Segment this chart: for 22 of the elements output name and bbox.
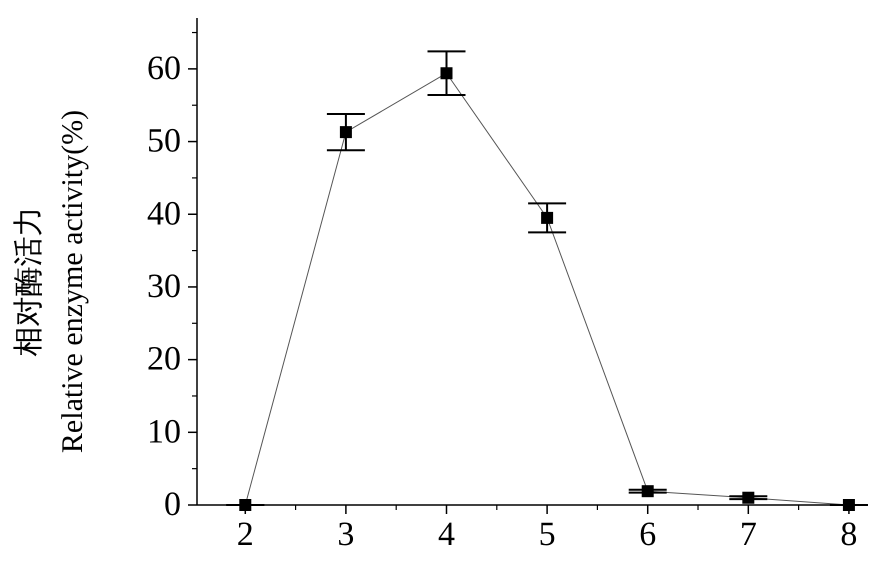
x-tick-label: 4 xyxy=(438,516,455,553)
x-tick-label: 3 xyxy=(337,516,354,553)
y-tick-label: 50 xyxy=(147,122,181,160)
point xyxy=(340,126,352,138)
x-tick-label: 2 xyxy=(236,516,254,553)
y-tick-label: 20 xyxy=(147,340,181,378)
y-tick-label: 0 xyxy=(164,486,181,523)
x-tick-label: 6 xyxy=(639,516,656,553)
point xyxy=(239,499,252,511)
point xyxy=(642,485,654,498)
point xyxy=(842,499,855,511)
point xyxy=(541,212,554,224)
x-tick-label: 8 xyxy=(840,516,858,553)
y-tick-label: 60 xyxy=(147,50,181,87)
y-tick-label: 30 xyxy=(147,268,181,305)
y-axis-title: 相对酶活力 Relative enzyme activity(%) xyxy=(12,110,89,454)
x-tick-label: 7 xyxy=(740,516,757,553)
x-tick-label: 5 xyxy=(538,516,556,553)
y-tick-label: 10 xyxy=(147,413,181,450)
y-tick-label: 40 xyxy=(147,195,181,232)
point xyxy=(742,492,754,504)
point xyxy=(440,67,452,80)
